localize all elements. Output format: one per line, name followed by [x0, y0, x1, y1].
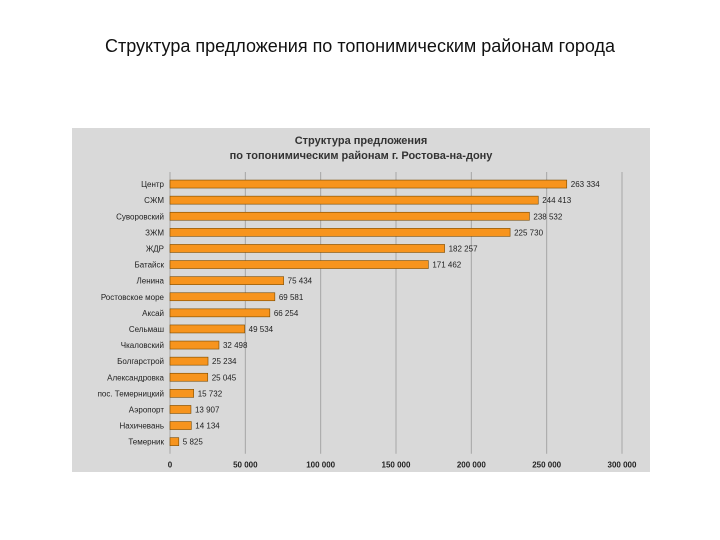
category-label: Суворовский: [116, 212, 164, 221]
data-label: 238 532: [533, 212, 562, 221]
category-label: ЗЖМ: [145, 228, 164, 237]
slide-title: Структура предложения по топонимическим …: [104, 36, 615, 56]
data-label: 25 045: [212, 373, 237, 382]
category-label: Нахичевань: [119, 422, 164, 431]
data-label: 32 498: [223, 341, 248, 350]
category-label: Чкаловский: [121, 341, 164, 350]
data-label: 49 534: [249, 325, 274, 334]
category-label: Центр: [141, 180, 164, 189]
data-label: 225 730: [514, 228, 543, 237]
data-label: 66 254: [274, 309, 299, 318]
chart-panel: Структура предложения по топонимическим …: [72, 128, 650, 472]
category-label: Батайск: [134, 261, 164, 270]
data-label: 5 825: [183, 438, 204, 447]
chart-title-line-1: Структура предложения: [295, 135, 428, 147]
data-label: 182 257: [449, 244, 478, 253]
bar-layer: [169, 179, 568, 446]
data-label: 25 234: [212, 357, 237, 366]
bar: [169, 437, 180, 446]
bar: [169, 389, 195, 398]
bar: [169, 405, 192, 414]
x-tick-label: 300 000: [608, 461, 637, 470]
bar: [169, 340, 220, 350]
category-label: Ленина: [137, 277, 165, 286]
data-label: 69 581: [279, 293, 304, 302]
bar: [169, 308, 271, 318]
x-tick-label: 250 000: [532, 461, 561, 470]
chart-title-line-2: по топонимическим районам г. Ростова-на-…: [230, 150, 494, 162]
x-tick-label: 200 000: [457, 461, 486, 470]
category-label: Темерник: [128, 438, 164, 447]
data-label: 171 462: [432, 261, 461, 270]
bar: [169, 195, 539, 205]
category-label: Сельмаш: [129, 325, 164, 334]
bar: [169, 324, 245, 334]
x-tick-label: 150 000: [382, 461, 411, 470]
category-label: Аксай: [142, 309, 164, 318]
data-label: 14 134: [195, 422, 220, 431]
bar-chart: Структура предложения по топонимическим …: [98, 135, 637, 470]
bar: [169, 356, 209, 366]
category-label: Ростовское море: [101, 293, 165, 302]
data-label: 13 907: [195, 405, 220, 414]
bar: [169, 292, 276, 302]
category-label: пос. Темерницкий: [98, 389, 164, 398]
data-label: 263 334: [571, 180, 600, 189]
bar: [169, 179, 568, 189]
category-label: СЖМ: [144, 196, 164, 205]
bar: [169, 276, 284, 285]
data-label: 15 732: [198, 389, 223, 398]
category-label: Аэропорт: [129, 405, 165, 414]
category-label: Александровка: [107, 373, 164, 382]
bar: [169, 244, 445, 253]
bar: [169, 211, 530, 221]
bar: [169, 372, 209, 382]
category-label: ЖДР: [146, 244, 164, 253]
bar: [169, 228, 511, 237]
data-label: 244 413: [542, 196, 571, 205]
x-tick-label: 100 000: [306, 461, 335, 470]
category-label: Болгарстрой: [117, 357, 164, 366]
bar: [169, 260, 429, 269]
data-label: 75 434: [288, 277, 313, 286]
label-layer: Центр 263 334 СЖМ 244 413 Суворовский 238 532…: [98, 180, 601, 447]
bar: [169, 421, 192, 430]
x-tick-label: 0: [168, 461, 173, 470]
x-tick-label: 50 000: [233, 461, 258, 470]
tick-layer: 0 50 000 100 000 150 000 200 000 250 000 300 0…: [168, 461, 637, 470]
